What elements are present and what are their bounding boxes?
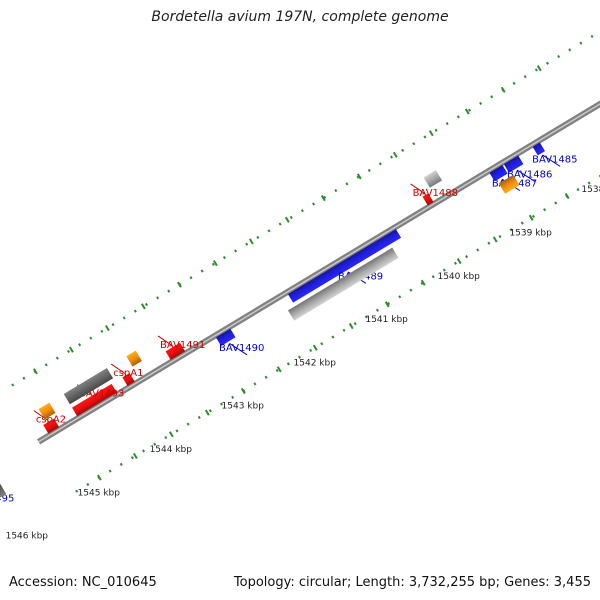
scale-label: 1539 kbp (509, 228, 552, 238)
scale-tick (240, 387, 246, 395)
scale-tick (464, 108, 470, 115)
gene-label[interactable]: BAV1486 (507, 170, 552, 181)
gene-feature[interactable] (503, 155, 524, 173)
gene-label[interactable]: cspA2 (36, 415, 66, 426)
gene-feature[interactable] (498, 174, 520, 194)
genome-title: Bordetella avium 197N, complete genome (151, 9, 449, 25)
accession-text: Accession: NC_010645 (9, 575, 157, 590)
gene-feature[interactable] (71, 383, 117, 417)
scale-tick (348, 322, 354, 330)
scale-tick (312, 344, 318, 351)
scale-tick (356, 173, 362, 180)
gene-feature[interactable] (287, 247, 399, 321)
gene-feature[interactable] (38, 402, 56, 420)
scale-label: 1544 kbp (150, 445, 193, 455)
gene-label-leader (110, 363, 126, 374)
scale-tick (492, 236, 498, 243)
scale-tick (204, 409, 210, 416)
gene-feature[interactable] (165, 342, 186, 360)
scale-tick (564, 193, 570, 200)
gene-label[interactable]: cspA1 (113, 368, 143, 379)
scale-tick (392, 151, 398, 158)
gene-label[interactable]: BAV1493 (79, 389, 124, 400)
scale-tick (528, 214, 534, 221)
scale-tick (132, 452, 138, 460)
scale-tick (248, 238, 254, 245)
scale-tick (420, 279, 426, 286)
gene-feature[interactable] (215, 328, 236, 346)
genome-backbone-highlight (38, 103, 600, 443)
scale-tick (500, 86, 506, 93)
gene-feature[interactable] (126, 350, 142, 367)
scale-tick (428, 130, 434, 137)
scale-label: 1545 kbp (78, 488, 121, 498)
scale-label: 1546 kbp (6, 532, 49, 542)
scale-tick (320, 195, 326, 202)
gene-feature[interactable] (63, 367, 114, 405)
gene-feature[interactable] (0, 483, 7, 516)
gene-label-leader (410, 183, 425, 194)
gene-label-leader (516, 169, 536, 182)
scale-tick (96, 474, 102, 481)
scale-tick (168, 431, 174, 438)
scale-label: 1543 kbp (222, 402, 265, 412)
scale-label: 1542 kbp (294, 358, 337, 368)
scale-tick (176, 281, 182, 288)
gene-label[interactable]: BAV1485 (532, 154, 577, 165)
scale-tick (536, 65, 542, 72)
scale-tick (212, 259, 218, 267)
scale-tick (384, 301, 390, 308)
gene-label[interactable]: BAV1495 (0, 493, 14, 504)
scale-tick (456, 257, 462, 265)
scale-tick (68, 346, 74, 353)
scale-label: 1540 kbp (437, 272, 480, 282)
scale-tick (140, 303, 146, 310)
gene-feature[interactable] (422, 193, 434, 206)
gene-label-leader (229, 342, 248, 356)
scale-label: 1538 kbp (581, 185, 600, 195)
gene-feature[interactable] (122, 373, 135, 386)
scale-tick (104, 324, 110, 332)
gene-label-leader (157, 335, 173, 346)
scale-tick (33, 368, 38, 375)
genome-summary-text: Topology: circular; Length: 3,732,255 bp… (233, 575, 591, 590)
scale-tick (276, 366, 282, 373)
gene-label[interactable]: BAV1490 (219, 343, 264, 354)
gene-feature[interactable] (43, 418, 60, 434)
gene-label[interactable]: BAV1488 (413, 188, 458, 199)
gene-feature[interactable] (532, 142, 546, 156)
gene-label-leader (542, 154, 561, 167)
scale-label: 1541 kbp (365, 315, 408, 325)
gene-feature[interactable] (423, 170, 443, 188)
scale-tick (284, 216, 290, 223)
scale-track-outer (5, 30, 600, 390)
gene-feature[interactable] (489, 165, 508, 182)
gene-label[interactable]: BAV1491 (160, 340, 205, 351)
gene-feature[interactable] (287, 229, 402, 303)
